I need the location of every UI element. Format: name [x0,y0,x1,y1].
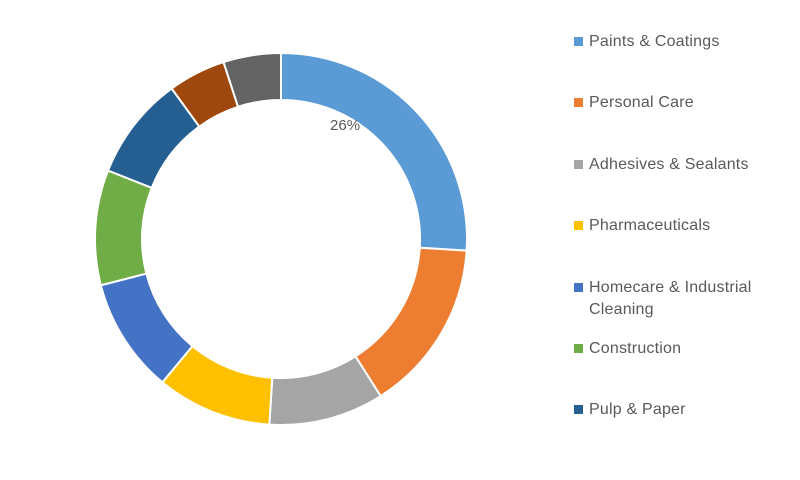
legend-label: Paints & Coatings [589,33,720,50]
legend-label: Pharmaceuticals [589,217,711,234]
legend-label: Adhesives & Sealants [589,156,749,173]
legend-item: Personal Care [574,92,794,114]
legend-label: Construction [589,340,682,357]
donut-slice-paints-coatings [280,51,468,252]
legend-swatch [574,98,583,107]
legend-swatch [574,221,583,230]
legend-label: Homecare & Industrial Cleaning [589,279,752,318]
legend-swatch [574,37,583,46]
legend-label: Personal Care [589,94,694,111]
legend-swatch [574,344,583,353]
slice-data-label: 26% [330,117,360,134]
legend-swatch [574,405,583,414]
legend-label: Pulp & Paper [589,401,686,418]
donut-slice-construction [94,169,154,287]
legend-swatch [574,160,583,169]
legend-item: Adhesives & Sealants [574,154,794,176]
legend-item: Pulp & Paper [574,399,794,421]
donut-plot: 26% [94,51,468,426]
donut-slice-unlabeled-9 [222,51,282,109]
legend-swatch [574,283,583,292]
donut-slice-personal-care [354,246,468,398]
chart-legend: Paints & Coatings Personal Care Adhesives … [574,0,794,480]
legend-item: Homecare & Industrial Cleaning [574,277,794,321]
legend-item: Pharmaceuticals [574,215,794,237]
legend-item: Construction [574,338,794,360]
legend-item: Paints & Coatings [574,31,794,53]
